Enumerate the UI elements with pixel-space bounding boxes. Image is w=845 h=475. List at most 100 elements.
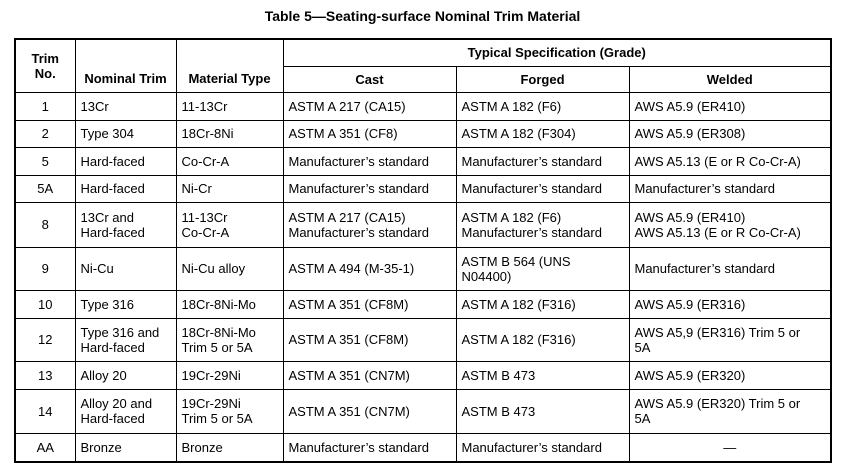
cell-line: AWS A5.9 (ER320) Trim 5 or (634, 396, 801, 411)
table-cell: AWS A5.9 (ER316) (628, 289, 832, 319)
table-cell: Type 316 and Hard-faced (74, 317, 177, 362)
cell-line: 19Cr-29Ni (181, 396, 241, 411)
cell-line: Trim 5 or 5A (181, 411, 253, 426)
table-row: 13 Alloy 20 19Cr-29Ni ASTM A 351 (CN7M) ASTM… (14, 360, 832, 390)
cell-line: AWS A5,9 (ER316) Trim 5 or (634, 324, 801, 340)
table-cell: ASTM A 182 (F304) (455, 119, 630, 148)
table-cell: Manufacturer’s standard (455, 432, 630, 463)
table-cell: 18Cr-8Ni-Mo (175, 289, 284, 319)
cell-line: 5A (634, 411, 651, 426)
table-cell: 19Cr-29Ni Trim 5 or 5A (175, 388, 284, 434)
cell-line: No. (34, 65, 56, 81)
cell-line: AWS A5.9 (ER410) (634, 209, 746, 225)
table-cell: Ni-Cr (175, 174, 284, 203)
table-cell: Ni-Cu (74, 246, 177, 291)
table-title: Table 5—Seating-surface Nominal Trim Mat… (264, 8, 581, 24)
table-cell: ASTM A 351 (CF8) (282, 119, 457, 148)
table-cell: Manufacturer’s standard (455, 174, 630, 203)
cell-line: ASTM A 182 (F6) (461, 209, 562, 225)
cell-line: 13Cr and (80, 209, 134, 225)
table-cell: 11-13Cr Co-Cr-A (175, 201, 284, 248)
cell-line: Alloy 20 and (80, 396, 153, 411)
header-cell: Material Type (175, 38, 284, 93)
table-cell: ASTM A 351 (CN7M) (282, 388, 457, 434)
table-row: 8 13Cr and Hard-faced 11-13Cr Co-Cr-A ASTM A … (14, 201, 832, 248)
cell-line: ASTM A 217 (CA15) (288, 209, 406, 225)
table-cell: 12 (14, 317, 76, 362)
table-row: 5A Hard-faced Ni-Cr Manufacturer’s standard… (14, 174, 832, 203)
table-cell: 9 (14, 246, 76, 291)
table-cell: Manufacturer’s standard (282, 432, 457, 463)
table-cell: 1 (14, 91, 76, 121)
table-row: 12 Type 316 and Hard-faced 18Cr-8Ni-Mo Trim … (14, 317, 832, 362)
cell-line: Manufacturer’s standard (288, 224, 429, 240)
cell-line: Hard-faced (80, 339, 145, 355)
cell-line: Manufacturer’s standard (461, 224, 602, 240)
table-cell: Manufacturer’s standard (455, 146, 630, 176)
cell-line: Co-Cr-A (181, 224, 230, 240)
table-cell: ASTM A 182 (F316) (455, 317, 630, 362)
table-row: 5 Hard-faced Co-Cr-A Manufacturer’s standar… (14, 146, 832, 176)
table-cell: ASTM A 217 (CA15) (282, 91, 457, 121)
header-cell: Nominal Trim (74, 38, 177, 93)
table-cell: Bronze (175, 432, 284, 463)
cell-line: Trim 5 or 5A (181, 339, 253, 355)
table-row: 10 Type 316 18Cr-8Ni-Mo ASTM A 351 (CF8M) AS… (14, 289, 832, 319)
table-cell: ASTM A 351 (CN7M) (282, 360, 457, 390)
table-cell: AWS A5.9 (ER308) (628, 119, 832, 148)
cell-line: 5A (634, 339, 651, 355)
table-cell: ASTM A 494 (M-35-1) (282, 246, 457, 291)
table-cell: ASTM B 473 (455, 388, 630, 434)
cell-line: Type 316 and (80, 324, 160, 340)
table-cell: ASTM A 182 (F316) (455, 289, 630, 319)
header-cell: Cast (282, 65, 457, 93)
table-cell: Hard-faced (74, 174, 177, 203)
table-cell: ASTM B 473 (455, 360, 630, 390)
table-cell: Manufacturer’s standard (628, 174, 832, 203)
table-cell: 5A (14, 174, 76, 203)
table-row: 1 13Cr 11-13Cr ASTM A 217 (CA15) ASTM A 182 … (14, 91, 832, 121)
table-cell: AWS A5.9 (ER320) Trim 5 or 5A (628, 388, 832, 434)
table-body: 1 13Cr 11-13Cr ASTM A 217 (CA15) ASTM A 182 … (14, 91, 832, 463)
header-cell: Welded (628, 65, 832, 93)
table-cell: AWS A5.9 (ER410) (628, 91, 832, 121)
table-cell: 19Cr-29Ni (175, 360, 284, 390)
table-cell: 14 (14, 388, 76, 434)
table-cell: Manufacturer’s standard (282, 174, 457, 203)
header-group: Typical Specification (Grade) (282, 38, 832, 67)
cell-line: 11-13Cr (181, 209, 228, 225)
cell-line: ASTM B 564 (UNS (461, 253, 571, 269)
table-cell: ASTM A 182 (F6) Manufacturer’s standard (455, 201, 630, 248)
table-cell: Alloy 20 and Hard-faced (74, 388, 177, 434)
table-cell: Manufacturer’s standard (628, 246, 832, 291)
table-cell: 2 (14, 119, 76, 148)
table-cell: 5 (14, 146, 76, 176)
table-cell: 13 (14, 360, 76, 390)
table-cell: 11-13Cr (175, 91, 284, 121)
table-cell: AWS A5.13 (E or R Co-Cr-A) (628, 146, 832, 176)
table-cell: Co-Cr-A (175, 146, 284, 176)
table-cell: AWS A5,9 (ER316) Trim 5 or 5A (628, 317, 832, 362)
table-cell: Hard-faced (74, 146, 177, 176)
trim-table: Trim No. Nominal Trim Material Type Typic… (14, 38, 832, 463)
table-cell: AWS A5.9 (ER320) (628, 360, 832, 390)
header-cell: Trim No. (14, 38, 76, 93)
table-cell: ASTM A 182 (F6) (455, 91, 630, 121)
table-cell: Alloy 20 (74, 360, 177, 390)
cell-line: 18Cr-8Ni-Mo (181, 324, 256, 340)
table-cell: ASTM A 351 (CF8M) (282, 317, 457, 362)
table-cell: 8 (14, 201, 76, 248)
table-cell: 18Cr-8Ni (175, 119, 284, 148)
table-cell: Type 304 (74, 119, 177, 148)
cell-line: Trim (31, 50, 59, 66)
table-row: AA Bronze Bronze Manufacturer’s standard Man… (14, 432, 832, 463)
table-cell: 18Cr-8Ni-Mo Trim 5 or 5A (175, 317, 284, 362)
table-cell: ASTM A 217 (CA15) Manufacturer’s standard (282, 201, 457, 248)
table-cell: Bronze (74, 432, 177, 463)
table-cell: ASTM B 564 (UNS N04400) (455, 246, 630, 291)
table-cell: AA (14, 432, 76, 463)
table-cell: AWS A5.9 (ER410) AWS A5.13 (E or R Co-Cr-… (628, 201, 832, 248)
table-cell: 13Cr (74, 91, 177, 121)
cell-line: N04400) (461, 268, 512, 284)
